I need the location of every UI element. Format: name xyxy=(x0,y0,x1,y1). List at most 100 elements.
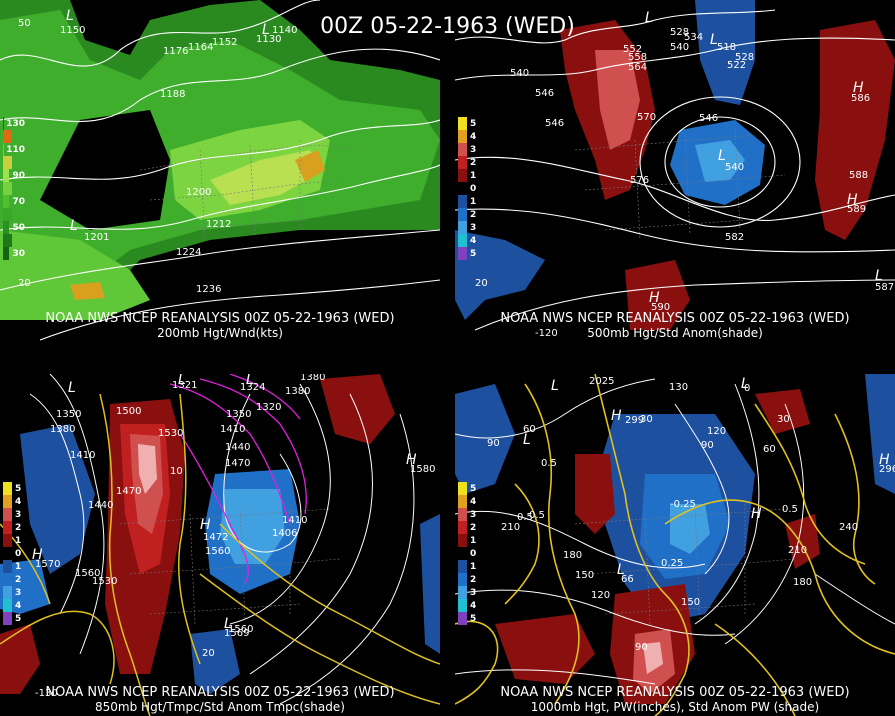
marker-high-2: H xyxy=(847,192,858,208)
marker-low-1: L xyxy=(551,378,559,394)
legend-row: 110 xyxy=(3,143,25,156)
height-contours xyxy=(455,378,895,685)
svg-text:540: 540 xyxy=(510,68,529,79)
panel-subcaption: 1000mb Hgt, PW(inches), Std Anom PW (sha… xyxy=(530,700,820,714)
svg-text:1380: 1380 xyxy=(285,386,310,397)
marker-low-1: L xyxy=(70,218,78,234)
legend-row: 2 xyxy=(458,573,480,586)
svg-text:552: 552 xyxy=(623,44,642,55)
svg-text:586: 586 xyxy=(851,93,870,104)
legend-row: 0 xyxy=(458,182,480,195)
anom-negative-center-core xyxy=(695,140,745,182)
marker-low-3: L xyxy=(262,22,270,38)
svg-text:1224: 1224 xyxy=(176,247,201,258)
svg-text:1560: 1560 xyxy=(228,624,253,635)
svg-text:60: 60 xyxy=(523,424,536,435)
anom-positive-west xyxy=(575,454,615,534)
marker-high-3: H xyxy=(649,290,660,306)
legend-row: 4 xyxy=(458,495,480,508)
svg-text:90: 90 xyxy=(701,440,714,451)
svg-text:546: 546 xyxy=(545,118,564,129)
map-200mb: L L L 1150 1176 1164 1152 1140 1130 1188… xyxy=(0,0,440,341)
svg-text:1470: 1470 xyxy=(116,486,141,497)
marker-high-1: H xyxy=(611,408,622,424)
legend-row: 5 xyxy=(458,482,480,495)
svg-text:-120: -120 xyxy=(535,328,558,339)
wind-shade-lower-peak xyxy=(70,282,105,300)
svg-text:1200: 1200 xyxy=(186,187,211,198)
marker-high-1: H xyxy=(200,517,211,533)
svg-text:296: 296 xyxy=(879,464,895,475)
legend-row: 5 xyxy=(458,612,480,625)
marker-low-2: L xyxy=(66,8,74,24)
anom-positive-south xyxy=(0,624,40,694)
legend-row: 1 xyxy=(3,534,25,547)
wind-shade-calm xyxy=(40,110,170,230)
svg-text:299: 299 xyxy=(625,415,644,426)
panel-caption: NOAA NWS NCEP REANALYSIS 00Z 05-22-1963 … xyxy=(500,311,850,326)
map-500mb: L L L H H H L 528 534 540 552 558 564 51… xyxy=(455,0,895,339)
marker-high-2: H xyxy=(879,452,890,468)
panel-caption: NOAA NWS NCEP REANALYSIS 00Z 05-22-1963 … xyxy=(500,685,850,700)
svg-text:588: 588 xyxy=(849,170,868,181)
svg-text:1350: 1350 xyxy=(226,409,251,420)
svg-text:1530: 1530 xyxy=(158,428,183,439)
svg-text:1324: 1324 xyxy=(240,382,265,393)
panel-subcaption: 500mb Hgt/Std Anom(shade) xyxy=(587,326,763,340)
legend-row: 50 xyxy=(3,221,25,234)
svg-text:1472: 1472 xyxy=(203,532,228,543)
temperature-contours-warm xyxy=(0,393,440,716)
svg-text:1130: 1130 xyxy=(256,34,281,45)
height-contours xyxy=(0,0,440,341)
svg-text:1152: 1152 xyxy=(212,37,237,48)
svg-text:0.25: 0.25 xyxy=(661,558,683,569)
anom-negative-far-west xyxy=(0,559,50,614)
svg-text:180: 180 xyxy=(793,577,812,588)
contour-labels: 30 60 90 2025 130 0 120 90 30 60 0.5 0.5… xyxy=(487,376,895,653)
svg-text:518: 518 xyxy=(717,42,736,53)
legend-row: 70 xyxy=(3,195,25,208)
state-boundaries xyxy=(574,504,796,625)
marker-low-4: L xyxy=(617,562,625,578)
svg-text:0: 0 xyxy=(744,383,750,394)
anom-positive-west-peak xyxy=(138,444,157,494)
svg-text:1569: 1569 xyxy=(224,628,249,639)
legend-row: 4 xyxy=(458,234,480,247)
legend-row: 2 xyxy=(3,573,25,586)
svg-text:90: 90 xyxy=(635,642,648,653)
svg-text:210: 210 xyxy=(501,522,520,533)
legend-row: 2 xyxy=(458,156,480,169)
panel-caption: NOAA NWS NCEP REANALYSIS 00Z 05-22-1963 … xyxy=(45,311,395,326)
map-850mb: L L L H H H L 1380 1350 1380 1410 1440 1… xyxy=(0,374,440,716)
svg-text:1500: 1500 xyxy=(116,406,141,417)
wind-shade-max xyxy=(210,150,325,205)
svg-text:120: 120 xyxy=(707,426,726,437)
anom-positive-west-core xyxy=(595,50,640,150)
legend-row: 1 xyxy=(3,560,25,573)
svg-text:558: 558 xyxy=(628,52,647,63)
svg-text:1470: 1470 xyxy=(225,458,250,469)
anom-negative-west xyxy=(455,384,515,494)
svg-text:540: 540 xyxy=(725,162,744,173)
legend-500mb: 5 4 3 2 1 0 1 2 3 4 5 xyxy=(458,117,480,260)
legend-850mb: 5 4 3 2 1 0 1 2 3 4 5 xyxy=(3,482,25,625)
svg-text:1320: 1320 xyxy=(256,402,281,413)
legend-row: 2 xyxy=(458,521,480,534)
legend-row xyxy=(3,208,25,221)
marker-low-1: L xyxy=(68,380,76,396)
height-contours xyxy=(455,9,895,331)
anom-negative-west xyxy=(455,230,545,320)
svg-text:1410: 1410 xyxy=(282,515,307,526)
svg-text:546: 546 xyxy=(699,113,718,124)
svg-text:564: 564 xyxy=(628,62,647,73)
svg-text:20: 20 xyxy=(475,278,488,289)
svg-text:534: 534 xyxy=(684,32,703,43)
legend-row xyxy=(3,182,25,195)
marker-low-3: L xyxy=(523,432,531,448)
svg-text:120: 120 xyxy=(591,590,610,601)
legend-1000mb: 5 4 3 2 1 0 1 2 3 4 5 xyxy=(458,482,480,625)
contour-labels: 528 534 540 552 558 564 518 522 528 540 … xyxy=(475,27,894,339)
legend-row: 4 xyxy=(458,130,480,143)
height-contours xyxy=(29,374,415,705)
marker-high-3: H xyxy=(751,506,762,522)
